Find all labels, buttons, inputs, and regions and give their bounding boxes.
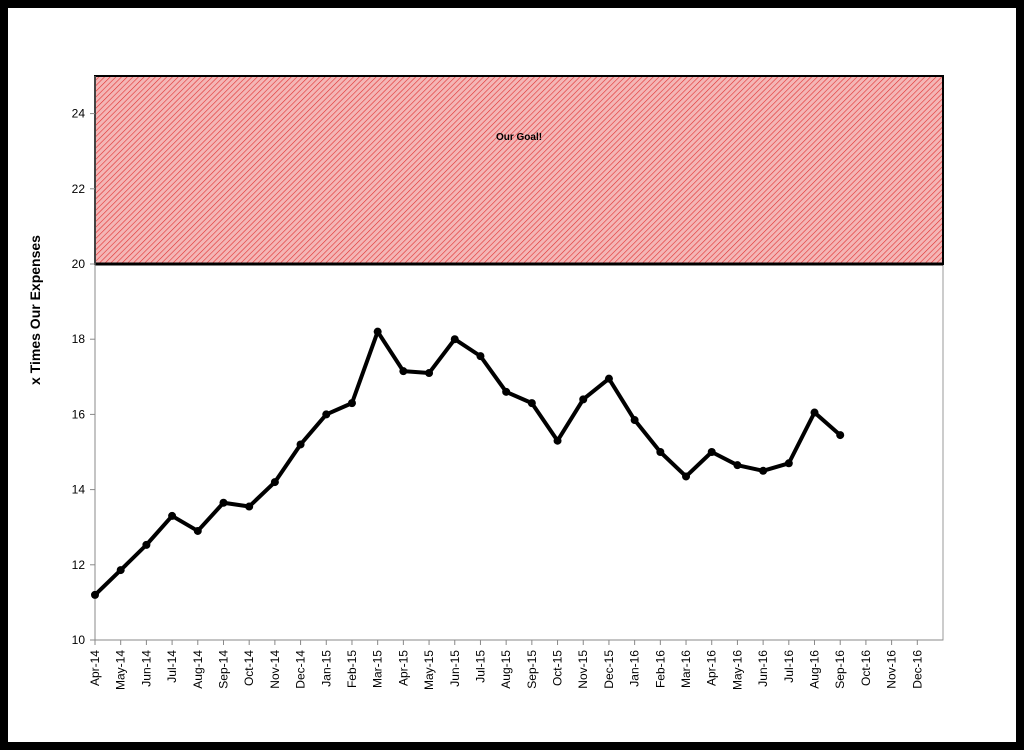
x-tick-label: Mar-16 (679, 650, 693, 688)
x-tick-label: Apr-15 (396, 650, 410, 686)
data-point (245, 502, 254, 511)
data-point (553, 436, 562, 445)
data-point (579, 395, 588, 404)
y-tick-label: 18 (72, 332, 86, 346)
y-tick-label: 16 (72, 407, 86, 421)
data-point (759, 466, 768, 475)
data-point (682, 472, 691, 481)
data-point (476, 352, 485, 361)
x-tick-label: Dec-15 (602, 650, 616, 689)
x-tick-label: May-16 (730, 650, 744, 690)
y-tick-label: 12 (72, 558, 86, 572)
data-point (168, 511, 177, 520)
data-point (604, 374, 613, 383)
x-tick-label: Jun-14 (139, 650, 153, 687)
y-tick-label: 20 (72, 257, 86, 271)
x-tick-label: Nov-16 (885, 650, 899, 689)
x-tick-label: Oct-15 (551, 650, 565, 686)
data-point (91, 590, 99, 599)
data-point (296, 440, 305, 449)
x-tick-label: Feb-16 (653, 650, 667, 688)
x-tick-label: Apr-14 (88, 650, 102, 686)
data-point (347, 399, 356, 408)
data-point (527, 399, 536, 408)
y-tick-label: 14 (72, 483, 86, 497)
goal-label: Our Goal! (496, 132, 542, 143)
x-tick-label: May-15 (422, 650, 436, 690)
x-tick-label: Aug-16 (808, 650, 822, 689)
x-tick-label: Sep-16 (833, 650, 847, 689)
x-tick-label: Oct-16 (859, 650, 873, 686)
goal-band (94, 75, 944, 265)
data-point (116, 566, 125, 575)
data-line (93, 329, 842, 597)
x-tick-label: Jul-16 (782, 650, 796, 683)
x-tick-label: Jul-15 (473, 650, 487, 683)
x-tick-label: Dec-14 (294, 650, 308, 689)
x-tick-label: Apr-16 (705, 650, 719, 686)
data-point (193, 526, 202, 535)
data-point (399, 367, 408, 376)
y-tick-label: 24 (72, 107, 86, 121)
data-point (219, 498, 228, 507)
data-point (502, 387, 511, 396)
x-tick-label: Jul-14 (165, 650, 179, 683)
x-tick-label: Jun-16 (756, 650, 770, 687)
data-point (810, 408, 819, 417)
x-tick-label: May-14 (114, 650, 128, 690)
data-point (425, 369, 434, 378)
x-tick-label: Jun-15 (448, 650, 462, 687)
x-tick-label: Feb-15 (345, 650, 359, 688)
data-point (322, 410, 331, 419)
x-tick-label: Oct-14 (242, 650, 256, 686)
x-tick-label: Jan-15 (319, 650, 333, 687)
y-tick-label: 10 (72, 633, 86, 647)
x-tick-label: Aug-15 (499, 650, 513, 689)
data-point (784, 459, 793, 468)
data-point (270, 478, 279, 487)
y-tick-label: 22 (72, 182, 86, 196)
data-point (630, 416, 639, 425)
data-point (373, 327, 382, 336)
y-axis-label: x Times Our Expenses (27, 235, 43, 385)
x-tick-label: Nov-14 (268, 650, 282, 689)
x-tick-label: Nov-15 (576, 650, 590, 689)
data-point (733, 461, 742, 470)
x-tick-label: Sep-14 (216, 650, 230, 689)
x-tick-label: Dec-16 (910, 650, 924, 689)
x-tick-label: Sep-15 (525, 650, 539, 689)
data-point (707, 448, 716, 456)
data-point (450, 335, 459, 344)
data-point (836, 431, 845, 440)
x-tick-label: Aug-14 (191, 650, 205, 689)
data-point (142, 540, 151, 549)
data-point (656, 448, 665, 456)
x-tick-label: Jan-16 (628, 650, 642, 687)
x-tick-label: Mar-15 (371, 650, 385, 688)
